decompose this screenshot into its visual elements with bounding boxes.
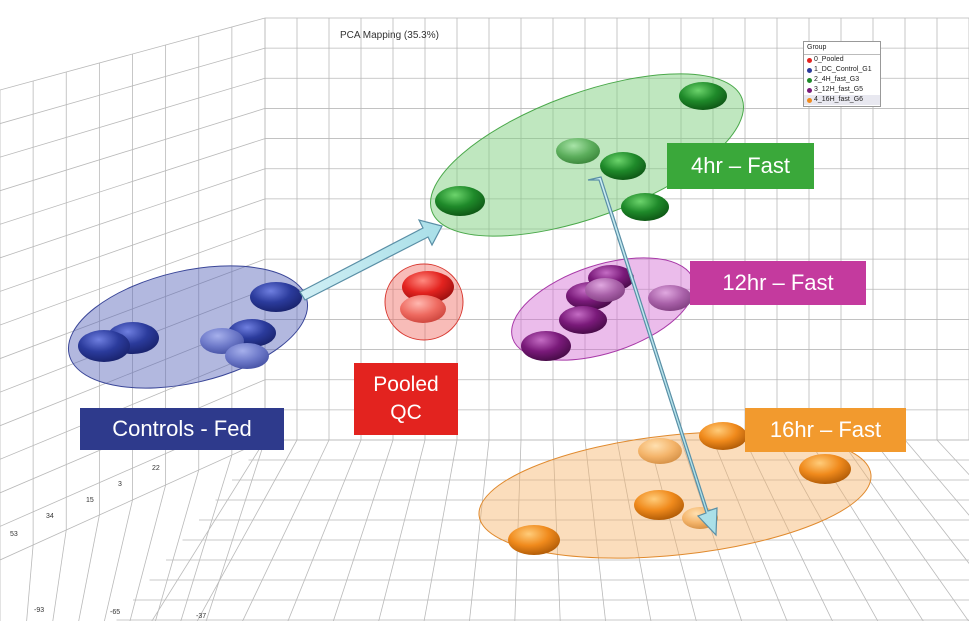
legend-label: 3_12H_fast_G5 — [814, 86, 864, 93]
grid-line — [129, 484, 167, 621]
grid-line — [904, 439, 969, 516]
label-4hr-fast: 4hr – Fast — [667, 143, 814, 189]
point-12h-6 — [585, 278, 625, 302]
point-4h-4 — [621, 193, 669, 221]
grid-line — [180, 454, 233, 621]
series-3_12H_fast_G5 — [521, 265, 692, 361]
tick-label-left-1: 3 — [118, 481, 122, 488]
point-4h-1 — [679, 82, 727, 110]
legend-marker-4h — [807, 77, 812, 83]
point-control-1 — [250, 282, 302, 312]
label-12hr-fast: 12hr – Fast — [690, 261, 866, 305]
legend-item-pooled[interactable]: 0_Pooled — [804, 55, 880, 65]
tick-label-bottom-1: -65 — [110, 609, 120, 616]
grid-line — [78, 514, 100, 621]
point-12h-4 — [559, 306, 607, 334]
tick-label-left-4: 53 — [10, 531, 18, 538]
series-2_4H_fast_G3 — [435, 82, 727, 221]
legend-marker-12h — [807, 87, 812, 93]
legend-label: 4_16H_fast_G6 — [814, 96, 864, 103]
point-4h-5 — [435, 186, 485, 216]
arrow-controls-to-4hr — [299, 219, 443, 301]
grid-line — [0, 258, 266, 359]
legend-label: 0_Pooled — [814, 56, 844, 63]
tick-label-bottom-2: -37 — [196, 613, 206, 620]
legend-title: Group — [804, 42, 880, 55]
legend-marker-16h — [807, 97, 812, 103]
chart-title: PCA Mapping (35.3%) — [340, 30, 439, 41]
label-pooled-qc-line1: Pooled — [373, 373, 439, 396]
series-1_DC_Control_G1 — [78, 282, 302, 369]
grid-line — [0, 47, 266, 124]
tick-label-left-2: 15 — [86, 497, 94, 504]
grid-line — [0, 228, 266, 326]
point-control-3 — [78, 330, 130, 362]
point-control-6 — [225, 343, 269, 369]
grid-line — [26, 544, 34, 621]
grid-line — [936, 439, 969, 476]
point-16h-1 — [699, 422, 747, 450]
label-pooled-qc: Pooled QC — [354, 363, 458, 435]
grid-line — [469, 439, 490, 621]
grid-line — [196, 439, 298, 621]
controls-ellipse — [67, 265, 309, 389]
legend-item-12h[interactable]: 3_12H_fast_G5 — [804, 85, 880, 95]
grid-line — [52, 529, 67, 621]
arrow-4hr-to-16hr — [587, 176, 718, 537]
point-12h-3 — [648, 285, 692, 311]
grid-line — [872, 439, 969, 564]
series-4_16H_fast_G6 — [508, 422, 851, 555]
legend: Group 0_Pooled 1_DC_Control_G1 2_4H_fast… — [803, 41, 881, 107]
point-16h-5 — [508, 525, 560, 555]
grid-line — [0, 198, 266, 292]
series-0_Pooled — [400, 271, 454, 323]
grid-line — [0, 77, 266, 158]
label-controls-fed: Controls - Fed — [80, 408, 284, 450]
point-pooled-2 — [400, 295, 446, 323]
point-4h-3 — [600, 152, 646, 180]
legend-label: 2_4H_fast_G3 — [814, 76, 860, 83]
tick-label-left-3: 34 — [46, 513, 54, 520]
transition-arrows — [299, 176, 718, 537]
grid-line — [287, 439, 362, 621]
legend-item-control[interactable]: 1_DC_Control_G1 — [804, 65, 880, 75]
grid-line — [423, 439, 458, 621]
grid-line — [378, 439, 426, 621]
group-regions — [67, 73, 872, 559]
point-4h-2 — [556, 138, 600, 164]
legend-item-16h[interactable]: 4_16H_fast_G6 — [804, 95, 880, 105]
grid-line — [332, 439, 394, 621]
legend-marker-control — [807, 67, 812, 73]
point-16h-4 — [634, 490, 684, 520]
tick-label-bottom-0: -93 — [34, 607, 44, 614]
grid-line — [155, 469, 200, 621]
point-12h-5 — [521, 331, 571, 361]
tick-label-left-0: 22 — [152, 465, 160, 472]
legend-marker-pooled — [807, 57, 812, 63]
grid-line — [0, 108, 266, 192]
grid-line — [0, 138, 266, 225]
grid-line — [0, 168, 266, 259]
axis-tick-labels: 22 3 15 34 53 -93 -65 -37 — [10, 465, 206, 620]
point-pooled-1 — [402, 271, 454, 303]
grid-line — [0, 349, 266, 460]
label-pooled-qc-line2: QC — [390, 401, 422, 424]
legend-item-4h[interactable]: 2_4H_fast_G3 — [804, 75, 880, 85]
grid-line — [205, 439, 266, 621]
point-16h-2 — [638, 438, 682, 464]
grid-line — [0, 17, 266, 91]
point-16h-3 — [799, 454, 851, 484]
label-16hr-fast: 16hr – Fast — [745, 408, 906, 452]
grid-line — [104, 499, 133, 621]
legend-label: 1_DC_Control_G1 — [814, 66, 872, 73]
